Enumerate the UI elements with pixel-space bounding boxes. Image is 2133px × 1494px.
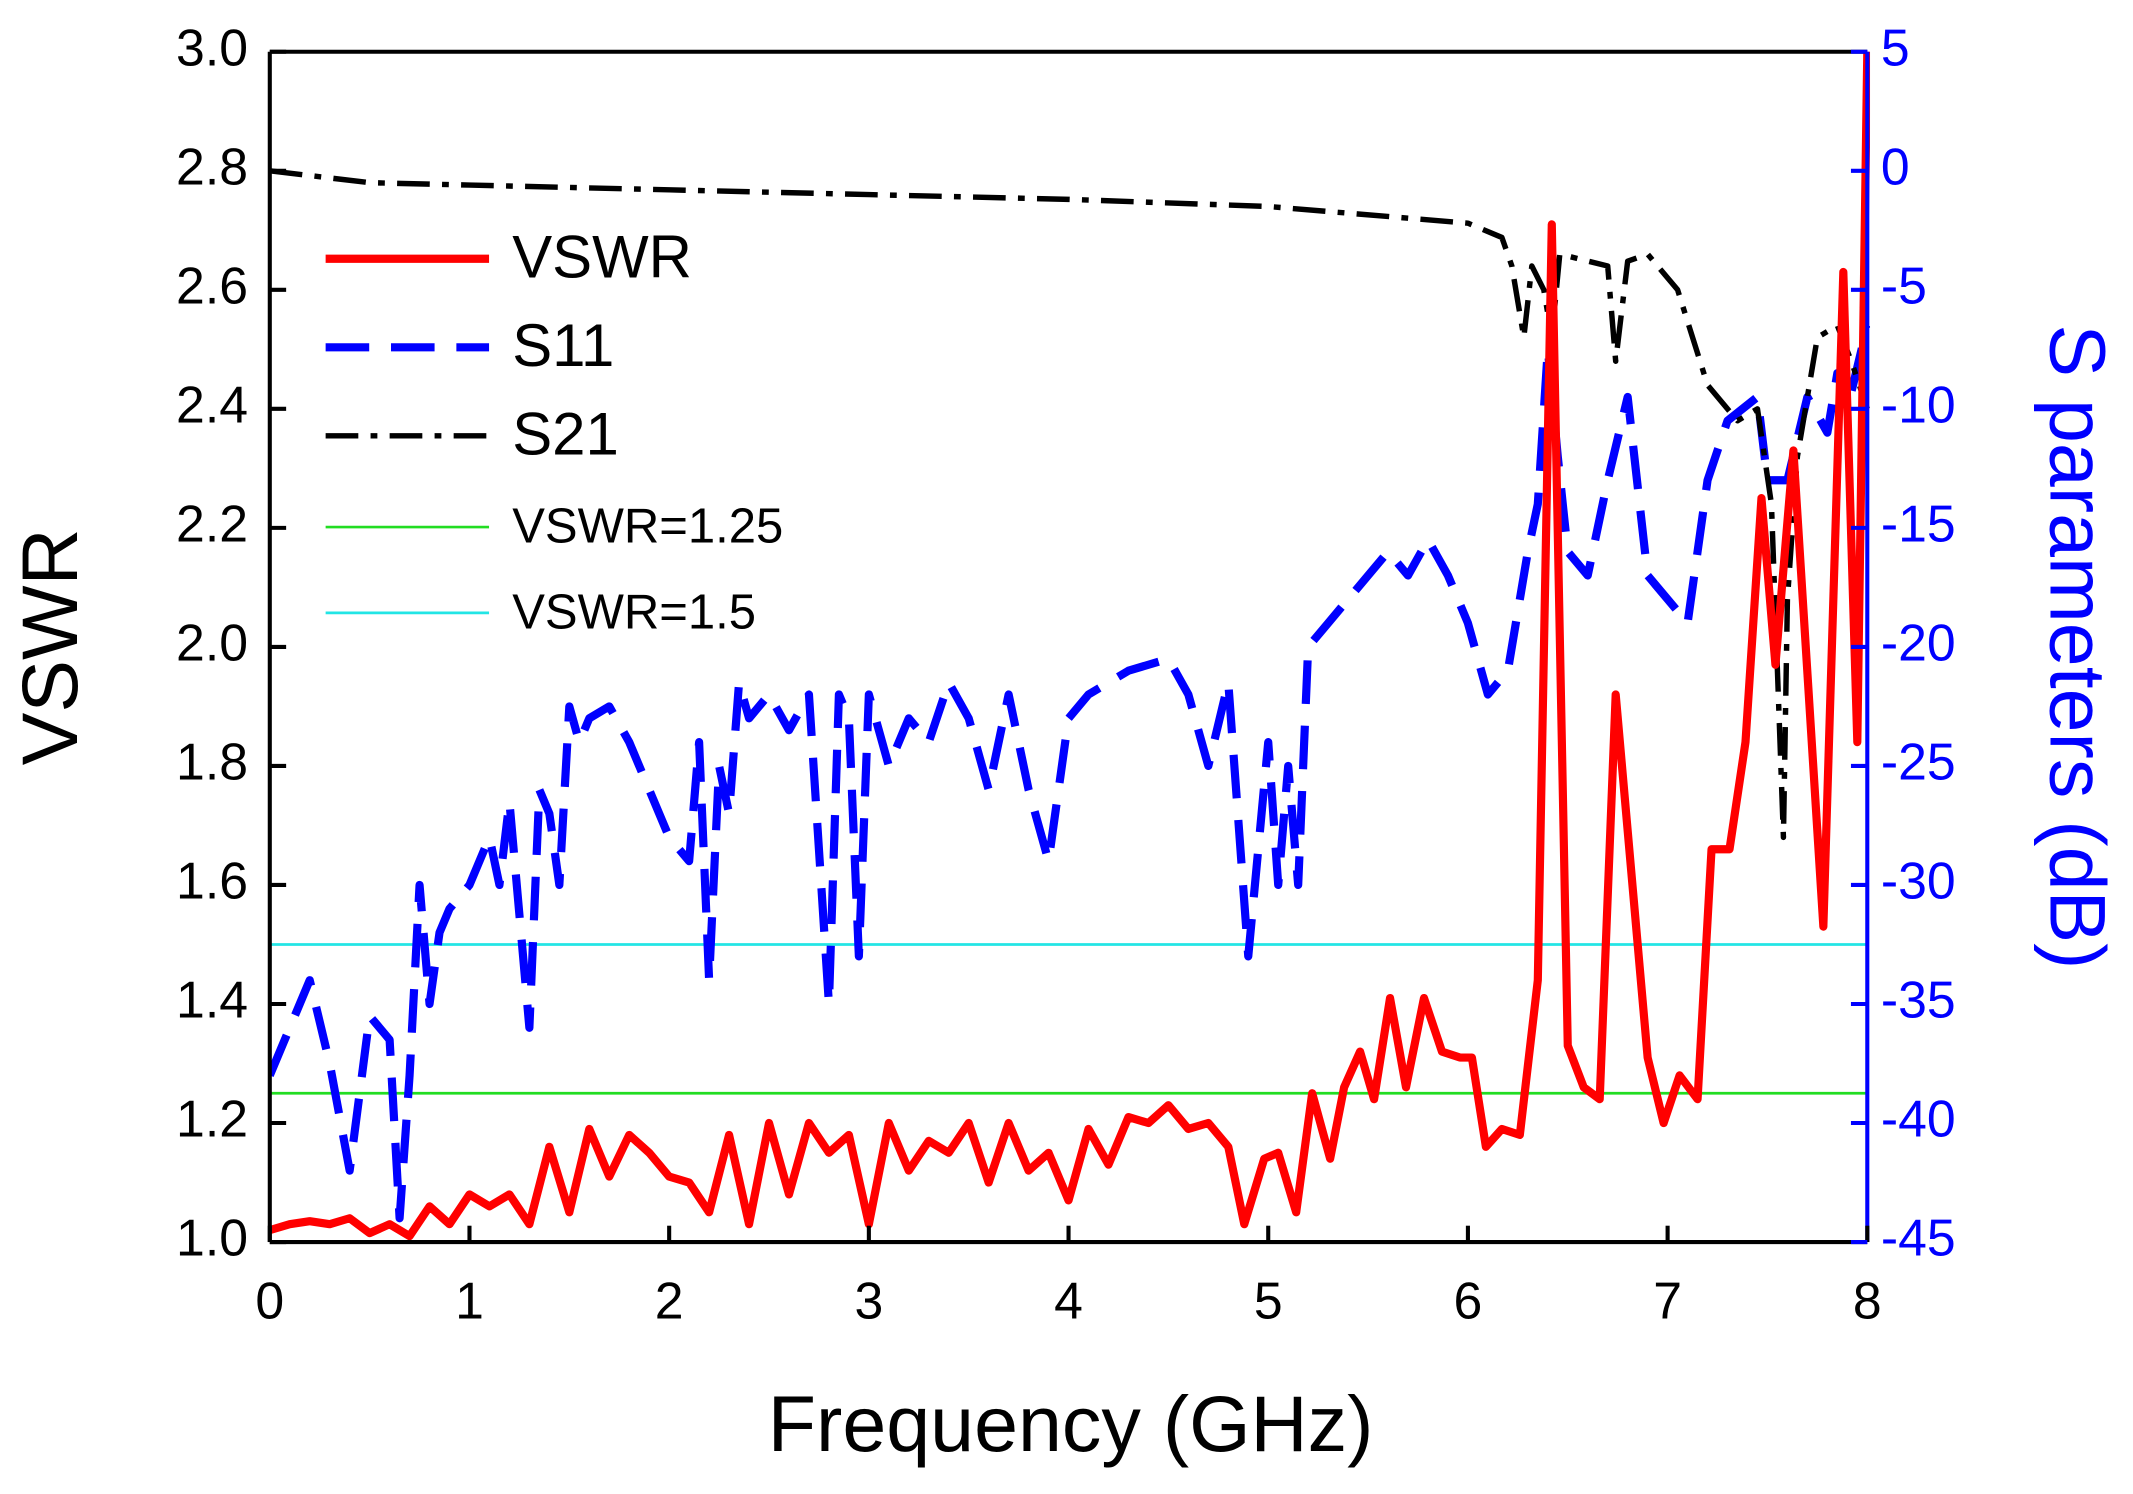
x-tick-label: 0 <box>255 1271 284 1329</box>
y-tick-label: 2.6 <box>176 256 248 314</box>
y2-axis-label: S parameters (dB) <box>2034 324 2122 969</box>
x-tick-label: 8 <box>1853 1271 1882 1329</box>
y-tick-label: 1.4 <box>176 971 248 1029</box>
y-tick-label: 1.6 <box>176 852 248 910</box>
y-tick-label: 1.0 <box>176 1209 248 1267</box>
x-tick-label: 3 <box>854 1271 883 1329</box>
legend-label: VSWR <box>512 223 692 290</box>
x-tick-label: 7 <box>1653 1271 1682 1329</box>
y2-tick-label: -5 <box>1881 256 1927 314</box>
x-axis-label: Frequency (GHz) <box>768 1380 1374 1468</box>
y2-tick-label: -35 <box>1881 971 1956 1029</box>
y2-tick-label: 0 <box>1881 137 1910 195</box>
y2-tick-label: -25 <box>1881 733 1956 791</box>
y-tick-label: 2.0 <box>176 614 248 672</box>
y-tick-label: 2.2 <box>176 495 248 553</box>
y-axis-label: VSWR <box>6 528 94 765</box>
y2-tick-label: 5 <box>1881 18 1910 76</box>
series-line <box>269 168 1870 841</box>
plot-area <box>269 51 1871 1241</box>
x-tick-label: 1 <box>455 1271 484 1329</box>
y-tick-label: 2.8 <box>176 137 248 195</box>
x-tick-label: 5 <box>1254 1271 1283 1329</box>
y-tick-label: 1.8 <box>176 733 248 791</box>
series-line <box>269 324 1871 1223</box>
x-tick-label: 2 <box>655 1271 684 1329</box>
x-tick-label: 4 <box>1054 1271 1083 1329</box>
legend-label: VSWR=1.25 <box>512 500 783 554</box>
y-tick-label: 2.4 <box>176 376 248 434</box>
legend-label: S11 <box>512 312 614 379</box>
legend-label: S21 <box>512 400 619 467</box>
y2-tick-label: -40 <box>1881 1090 1956 1148</box>
y2-tick-label: -15 <box>1881 495 1956 553</box>
legend-label: VSWR=1.5 <box>512 586 756 640</box>
y2-tick-label: -10 <box>1881 376 1956 434</box>
x-tick-label: 6 <box>1454 1271 1483 1329</box>
y-tick-label: 1.2 <box>176 1090 248 1148</box>
y2-tick-label: -20 <box>1881 614 1956 672</box>
y2-tick-label: -30 <box>1881 852 1956 910</box>
series-line <box>269 51 1871 1241</box>
y-tick-label: 3.0 <box>176 18 248 76</box>
y2-tick-label: -45 <box>1881 1209 1956 1267</box>
